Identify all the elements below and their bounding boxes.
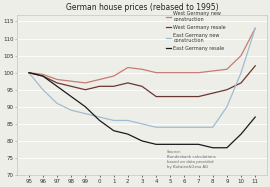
West Germany new
construction	[183, 72, 186, 74]
West Germany resale	[41, 75, 45, 77]
East Germany resale	[55, 85, 59, 88]
West Germany new
construction	[126, 66, 129, 69]
West Germany resale	[27, 72, 31, 74]
East Germany resale	[183, 143, 186, 145]
West Germany resale	[154, 95, 158, 98]
Line: East Germany resale: East Germany resale	[29, 73, 255, 148]
East Germany new
construction	[254, 27, 257, 29]
East Germany new
construction	[169, 126, 172, 128]
West Germany resale	[98, 85, 101, 88]
West Germany resale	[112, 85, 115, 88]
East Germany resale	[70, 95, 73, 98]
East Germany resale	[239, 133, 243, 135]
West Germany new
construction	[27, 72, 31, 74]
East Germany resale	[254, 116, 257, 118]
East Germany resale	[84, 106, 87, 108]
West Germany new
construction	[70, 80, 73, 82]
East Germany new
construction	[154, 126, 158, 128]
West Germany new
construction	[98, 78, 101, 81]
East Germany new
construction	[55, 102, 59, 105]
East Germany new
construction	[126, 119, 129, 122]
East Germany resale	[154, 143, 158, 145]
East Germany resale	[197, 143, 200, 145]
Line: East Germany new
construction: East Germany new construction	[29, 28, 255, 127]
West Germany resale	[211, 92, 214, 94]
West Germany new
construction	[254, 27, 257, 29]
East Germany new
construction	[239, 72, 243, 74]
West Germany new
construction	[112, 75, 115, 77]
West Germany new
construction	[140, 68, 144, 70]
East Germany new
construction	[27, 72, 31, 74]
West Germany new
construction	[239, 54, 243, 57]
East Germany new
construction	[98, 116, 101, 118]
West Germany resale	[183, 95, 186, 98]
West Germany resale	[140, 85, 144, 88]
West Germany new
construction	[55, 78, 59, 81]
Line: West Germany resale: West Germany resale	[29, 66, 255, 96]
West Germany resale	[169, 95, 172, 98]
East Germany resale	[98, 119, 101, 122]
East Germany new
construction	[225, 106, 228, 108]
East Germany resale	[225, 147, 228, 149]
West Germany resale	[126, 82, 129, 84]
East Germany new
construction	[84, 113, 87, 115]
East Germany resale	[27, 72, 31, 74]
West Germany new
construction	[154, 72, 158, 74]
Title: German house prices (rebased to 1995): German house prices (rebased to 1995)	[66, 4, 218, 13]
East Germany new
construction	[183, 126, 186, 128]
Text: Source:
Bundesbank calculations
based on data provided
by Bulwien&Gesa AG: Source: Bundesbank calculations based on…	[167, 150, 216, 169]
West Germany new
construction	[197, 72, 200, 74]
West Germany new
construction	[169, 72, 172, 74]
West Germany resale	[239, 82, 243, 84]
West Germany resale	[84, 89, 87, 91]
West Germany new
construction	[211, 70, 214, 72]
West Germany resale	[225, 89, 228, 91]
West Germany new
construction	[84, 82, 87, 84]
East Germany resale	[140, 140, 144, 142]
Legend: West Germany new
construction, West Germany resale, East Germany new
constructio: West Germany new construction, West Germ…	[166, 11, 226, 51]
West Germany new
construction	[225, 68, 228, 70]
West Germany resale	[197, 95, 200, 98]
East Germany new
construction	[70, 109, 73, 111]
East Germany new
construction	[211, 126, 214, 128]
Line: West Germany new
construction: West Germany new construction	[29, 28, 255, 83]
West Germany new
construction	[41, 73, 45, 76]
West Germany resale	[70, 85, 73, 88]
East Germany new
construction	[140, 123, 144, 125]
East Germany new
construction	[41, 89, 45, 91]
West Germany resale	[254, 65, 257, 67]
East Germany resale	[211, 147, 214, 149]
East Germany new
construction	[112, 119, 115, 122]
West Germany resale	[55, 82, 59, 84]
East Germany resale	[112, 130, 115, 132]
East Germany resale	[126, 133, 129, 135]
East Germany resale	[169, 143, 172, 145]
East Germany new
construction	[197, 126, 200, 128]
East Germany resale	[41, 75, 45, 77]
